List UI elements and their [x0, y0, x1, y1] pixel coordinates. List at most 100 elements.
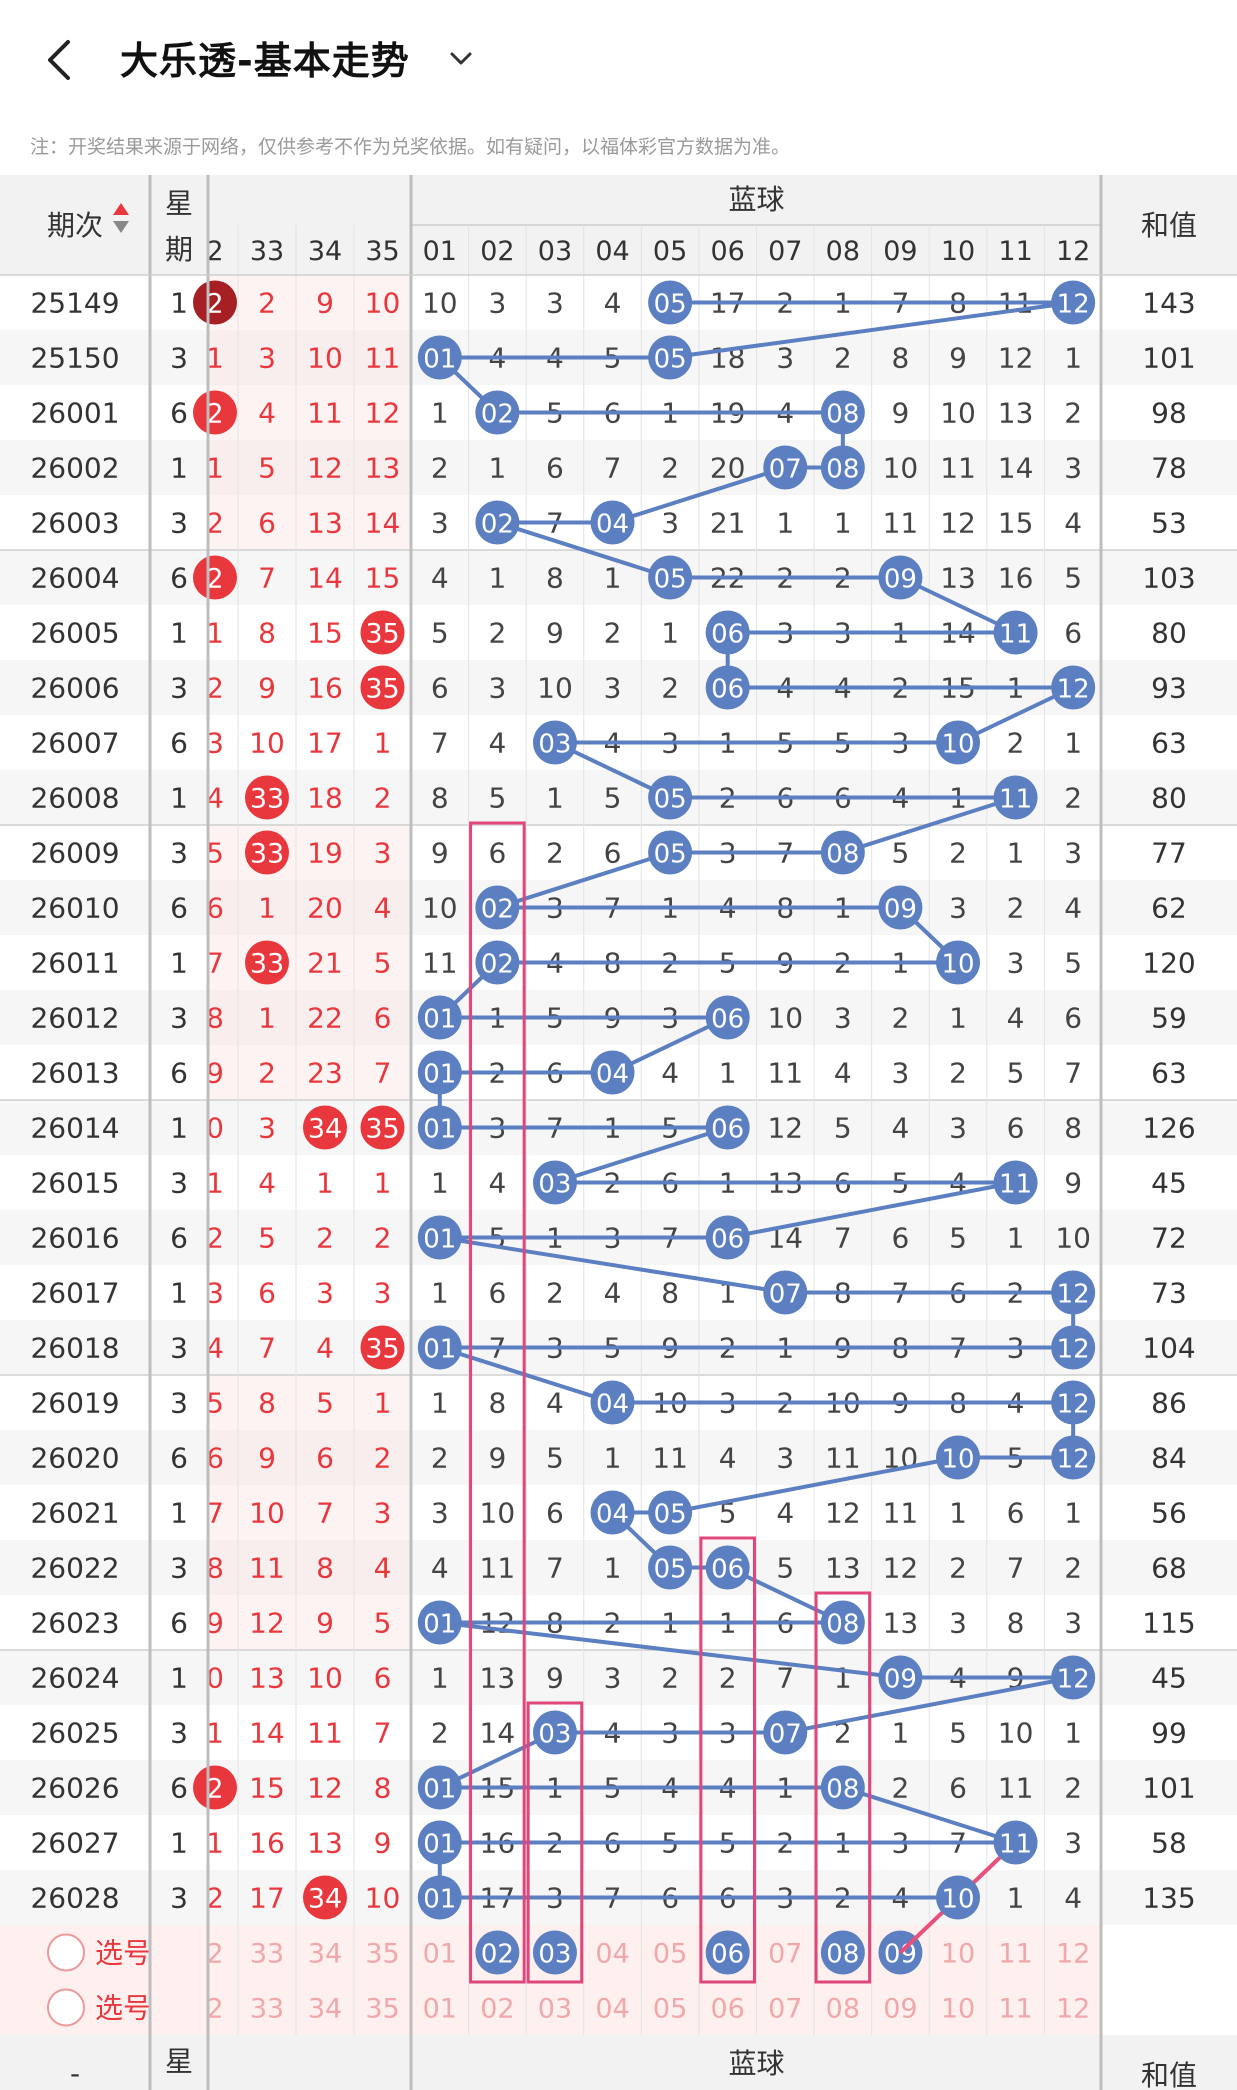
red-miss-cell: 16	[249, 1827, 285, 1860]
red-miss-cell: 1	[258, 1002, 276, 1035]
sum-cell: 103	[1142, 562, 1195, 595]
red-ball	[360, 665, 405, 710]
red-miss-cell: 8	[258, 617, 276, 650]
period-cell: 26013	[30, 1057, 119, 1090]
select-radio[interactable]	[47, 1988, 85, 2027]
blue-miss-cell: 1	[949, 1002, 967, 1035]
picked-blue-ball[interactable]	[705, 1930, 750, 1975]
red-miss-cell: 9	[206, 1057, 224, 1090]
blue-ball-number: 01	[423, 345, 456, 375]
red-miss-cell: 17	[249, 1882, 285, 1915]
select-blue-number[interactable]: 06	[711, 1994, 745, 2025]
red-miss-cell: 2	[206, 1882, 224, 1915]
sort-down-icon[interactable]	[113, 221, 129, 233]
blue-miss-cell: 2	[949, 1057, 967, 1090]
blue-miss-cell: 6	[949, 1772, 967, 1805]
select-radio[interactable]	[47, 1933, 85, 1972]
blue-miss-cell: 2	[661, 1662, 679, 1695]
select-blue-number[interactable]: 05	[653, 1994, 687, 2025]
picked-blue-number[interactable]: 08	[826, 1940, 859, 1970]
select-blue-number[interactable]: 08	[826, 1994, 860, 2025]
select-blue-number[interactable]: 05	[653, 1939, 687, 1970]
blue-ball	[936, 1875, 981, 1920]
footer-period: -	[70, 2057, 80, 2090]
sum-cell: 45	[1151, 1662, 1187, 1695]
sum-cell: 104	[1142, 1332, 1195, 1365]
blue-miss-cell: 9	[892, 397, 910, 430]
blue-ball	[820, 1765, 865, 1810]
chevron-down-icon[interactable]	[448, 45, 474, 71]
blue-miss-cell: 1	[1007, 837, 1025, 870]
picked-blue-number[interactable]: 02	[481, 1940, 514, 1970]
select-red-number[interactable]: 34	[308, 1994, 342, 2025]
select-blue-number[interactable]: 11	[998, 1939, 1032, 1970]
red-miss-cell: 4	[374, 892, 392, 925]
red-miss-cell: 15	[365, 562, 401, 595]
select-label[interactable]: 选号	[95, 1992, 151, 2025]
blue-ball-number: 01	[423, 1115, 456, 1145]
red-miss-cell: 6	[374, 1662, 392, 1695]
blue-ball	[878, 1655, 923, 1700]
red-zone-tint	[208, 1485, 411, 1540]
select-red-number[interactable]: 33	[250, 1994, 284, 2025]
red-miss-cell: 13	[249, 1662, 285, 1695]
blue-miss-cell: 6	[1064, 617, 1082, 650]
select-blue-number[interactable]: 03	[538, 1994, 572, 2025]
select-red-number[interactable]: 2	[206, 1939, 223, 1970]
select-blue-number[interactable]: 12	[1056, 1994, 1090, 2025]
blue-ball-number: 07	[769, 1720, 802, 1750]
blue-miss-cell: 16	[998, 562, 1034, 595]
picked-blue-number[interactable]: 06	[711, 1940, 744, 1970]
select-blue-number[interactable]: 09	[883, 1994, 917, 2025]
blue-ball	[417, 1820, 462, 1865]
select-blue-number[interactable]: 01	[423, 1939, 457, 1970]
blue-ball-number: 10	[941, 1445, 974, 1475]
blue-ball	[475, 390, 520, 435]
blue-miss-cell: 1	[1007, 1222, 1025, 1255]
select-blue-number[interactable]: 10	[941, 1994, 975, 2025]
red-miss-cell: 3	[258, 342, 276, 375]
select-blue-number[interactable]: 02	[480, 1994, 514, 2025]
select-blue-number[interactable]: 10	[941, 1939, 975, 1970]
weekday-cell: 3	[170, 507, 188, 540]
select-red-number[interactable]: 35	[365, 1939, 399, 1970]
blue-miss-cell: 2	[604, 617, 622, 650]
picked-blue-number[interactable]: 03	[538, 1940, 571, 1970]
weekday-cell: 3	[170, 1167, 188, 1200]
select-blue-number[interactable]: 04	[595, 1994, 629, 2025]
blue-miss-cell: 12	[940, 507, 976, 540]
select-blue-number[interactable]: 11	[998, 1994, 1032, 2025]
blue-col-header: 07	[768, 236, 802, 267]
select-red-number[interactable]: 33	[250, 1939, 284, 1970]
select-label[interactable]: 选号	[95, 1937, 151, 1970]
select-blue-number[interactable]: 07	[768, 1939, 802, 1970]
table-row	[0, 1540, 1237, 1595]
select-red-number[interactable]: 2	[206, 1994, 223, 2025]
blue-miss-cell: 6	[1007, 1112, 1025, 1145]
blue-ball	[475, 500, 520, 545]
red-miss-cell: 4	[258, 1167, 276, 1200]
select-blue-number[interactable]: 12	[1056, 1939, 1090, 1970]
select-blue-number[interactable]: 04	[595, 1939, 629, 1970]
red-col-header: 35	[365, 236, 399, 267]
picked-blue-ball[interactable]	[532, 1930, 577, 1975]
picked-blue-ball[interactable]	[475, 1930, 520, 1975]
red-miss-cell: 9	[374, 1827, 392, 1860]
col-header-period[interactable]: 期次	[47, 209, 103, 242]
select-blue-number[interactable]: 07	[768, 1994, 802, 2025]
select-red-number[interactable]: 34	[308, 1939, 342, 1970]
period-cell: 26022	[30, 1552, 119, 1585]
blue-miss-cell: 12	[998, 342, 1034, 375]
sort-up-icon[interactable]	[113, 203, 129, 215]
picked-blue-ball[interactable]	[820, 1930, 865, 1975]
chevron-left-icon[interactable]	[40, 30, 80, 90]
blue-ball-number: 11	[999, 785, 1032, 815]
select-red-number[interactable]: 35	[365, 1994, 399, 2025]
red-miss-cell: 4	[258, 397, 276, 430]
page-title: 大乐透-基本走势	[120, 39, 410, 83]
period-cell: 26020	[30, 1442, 119, 1475]
select-blue-number[interactable]: 01	[423, 1994, 457, 2025]
sum-cell: 98	[1151, 397, 1187, 430]
blue-ball-number: 10	[941, 950, 974, 980]
red-zone-tint	[208, 495, 411, 550]
